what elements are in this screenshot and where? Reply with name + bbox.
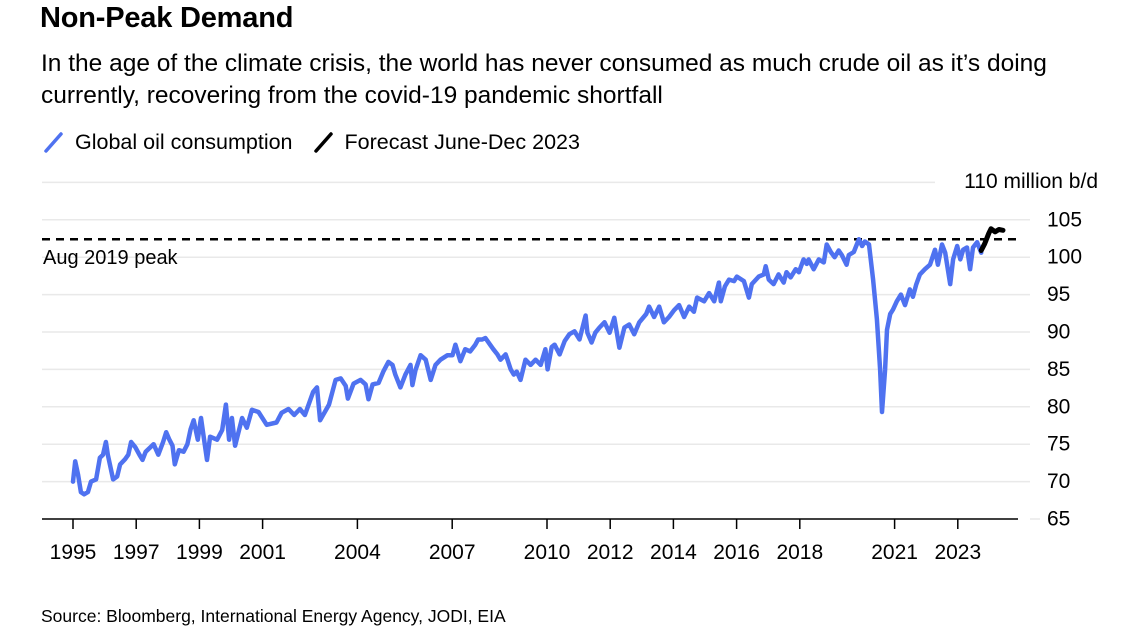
series-group [70, 226, 1006, 497]
x-tick-label: 2007 [429, 541, 476, 564]
legend-label-forecast: Forecast June-Dec 2023 [344, 129, 580, 154]
legend-swatch-forecast [313, 132, 333, 153]
source-note: Source: Bloomberg, International Energy … [41, 606, 506, 626]
y-tick-label: 75 [1047, 433, 1070, 456]
legend-item-forecast: Forecast June-Dec 2023 [311, 129, 580, 155]
y-tick-label: 95 [1047, 283, 1070, 306]
y-tick-label: 100 [1047, 246, 1082, 269]
y-tick-label: 80 [1047, 395, 1070, 418]
y-tick-label: 90 [1047, 321, 1070, 344]
legend: Global oil consumption Forecast June-Dec… [41, 129, 598, 155]
x-tick-label: 2018 [776, 541, 823, 564]
y-tick-label: 85 [1047, 358, 1070, 381]
chart-title: Non-Peak Demand [40, 2, 294, 34]
x-tick-label: 2004 [334, 541, 381, 564]
x-tick-label: 2012 [587, 541, 634, 564]
y-tick-label: 105 [1047, 208, 1082, 231]
y-tick-label: 70 [1047, 470, 1070, 493]
x-tick-label: 2016 [713, 541, 760, 564]
chart-subtitle: In the age of the climate crisis, the wo… [41, 50, 1047, 109]
x-tick-label: 1999 [176, 541, 223, 564]
legend-item-consumption: Global oil consumption [41, 129, 293, 155]
series-line-consumption [70, 236, 984, 497]
x-tick-label: 1997 [113, 541, 160, 564]
legend-label-consumption: Global oil consumption [75, 129, 293, 154]
x-axis-ticks: 1995 1997 1999 2001 2004 2007 2010 2012 2014 2016… [50, 519, 981, 564]
y-tick-label: 110 million b/d [964, 170, 1098, 193]
y-tick-label: 65 [1047, 508, 1070, 531]
gridlines [42, 181, 1040, 520]
legend-swatch-consumption [44, 132, 63, 153]
x-tick-label: 2014 [650, 541, 697, 564]
x-tick-label: 2021 [871, 541, 918, 564]
x-tick-label: 1995 [50, 541, 97, 564]
series-line-forecast [978, 226, 1006, 253]
x-tick-label: 2010 [524, 541, 571, 564]
x-tick-label: 2001 [239, 541, 286, 564]
y-axis-labels: 110 million b/d 105 100 95 90 85 80 75 70 65 [964, 170, 1098, 531]
x-tick-label: 2023 [934, 541, 981, 564]
peak-annotation: Aug 2019 peak [43, 247, 179, 269]
